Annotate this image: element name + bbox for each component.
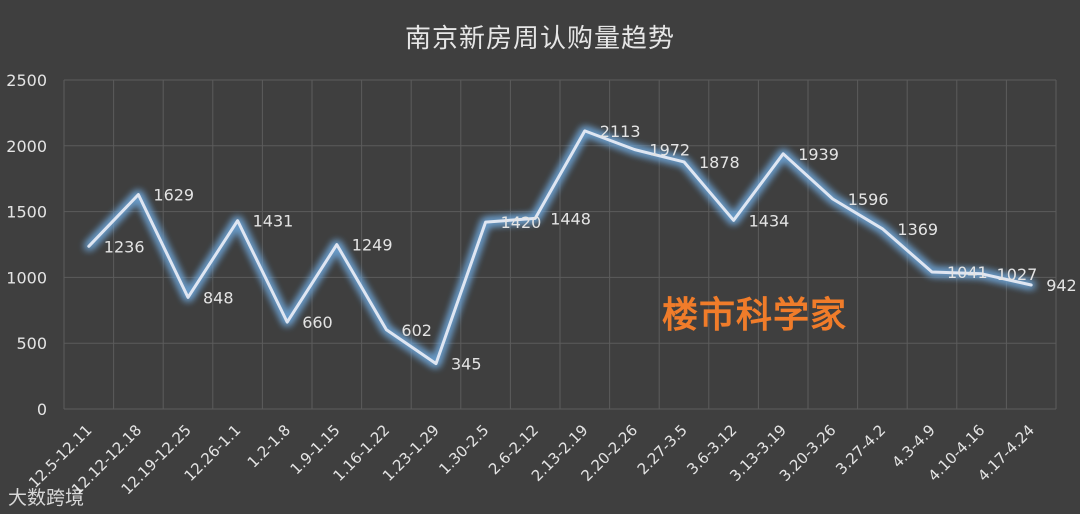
data-label: 345: [451, 355, 482, 374]
data-label: 1027: [997, 265, 1038, 284]
brand-watermark: 楼市科学家: [662, 295, 848, 336]
y-tick-label: 1000: [6, 268, 47, 287]
data-label: 1878: [699, 153, 740, 172]
data-label: 1431: [253, 212, 294, 231]
data-label: 2113: [600, 122, 641, 141]
source-watermark: 大数跨境: [8, 487, 85, 509]
data-label: 1596: [848, 190, 889, 209]
y-tick-label: 2000: [6, 137, 47, 156]
data-label: 660: [302, 313, 333, 332]
data-label: 1236: [104, 237, 145, 256]
data-label: 848: [203, 288, 234, 307]
data-label: 602: [401, 321, 432, 340]
x-tick-label: 4.3-4.9: [889, 421, 939, 471]
y-tick-label: 2500: [6, 71, 47, 90]
data-label: 1972: [649, 140, 690, 159]
data-label: 1939: [798, 145, 839, 164]
data-label: 1448: [550, 209, 591, 228]
data-label: 1629: [153, 186, 194, 205]
y-tick-label: 500: [16, 334, 47, 353]
x-tick-label: 1.2-1.8: [244, 421, 294, 471]
x-tick-label: 2.27-3.5: [634, 421, 691, 478]
data-label: 1420: [501, 213, 542, 232]
x-tick-label: 3.27-4.2: [832, 421, 889, 478]
y-tick-label: 1500: [6, 203, 47, 222]
data-label: 1434: [749, 211, 790, 230]
data-label: 942: [1046, 276, 1077, 295]
data-label: 1041: [947, 263, 988, 282]
series-line: [87, 129, 1033, 366]
y-tick-label: 0: [37, 400, 47, 419]
data-label: 1249: [352, 236, 393, 255]
data-label: 1369: [897, 220, 938, 239]
x-tick-label: 1.30-2.5: [435, 421, 492, 478]
chart-title: 南京新房周认购量趋势: [404, 24, 675, 54]
